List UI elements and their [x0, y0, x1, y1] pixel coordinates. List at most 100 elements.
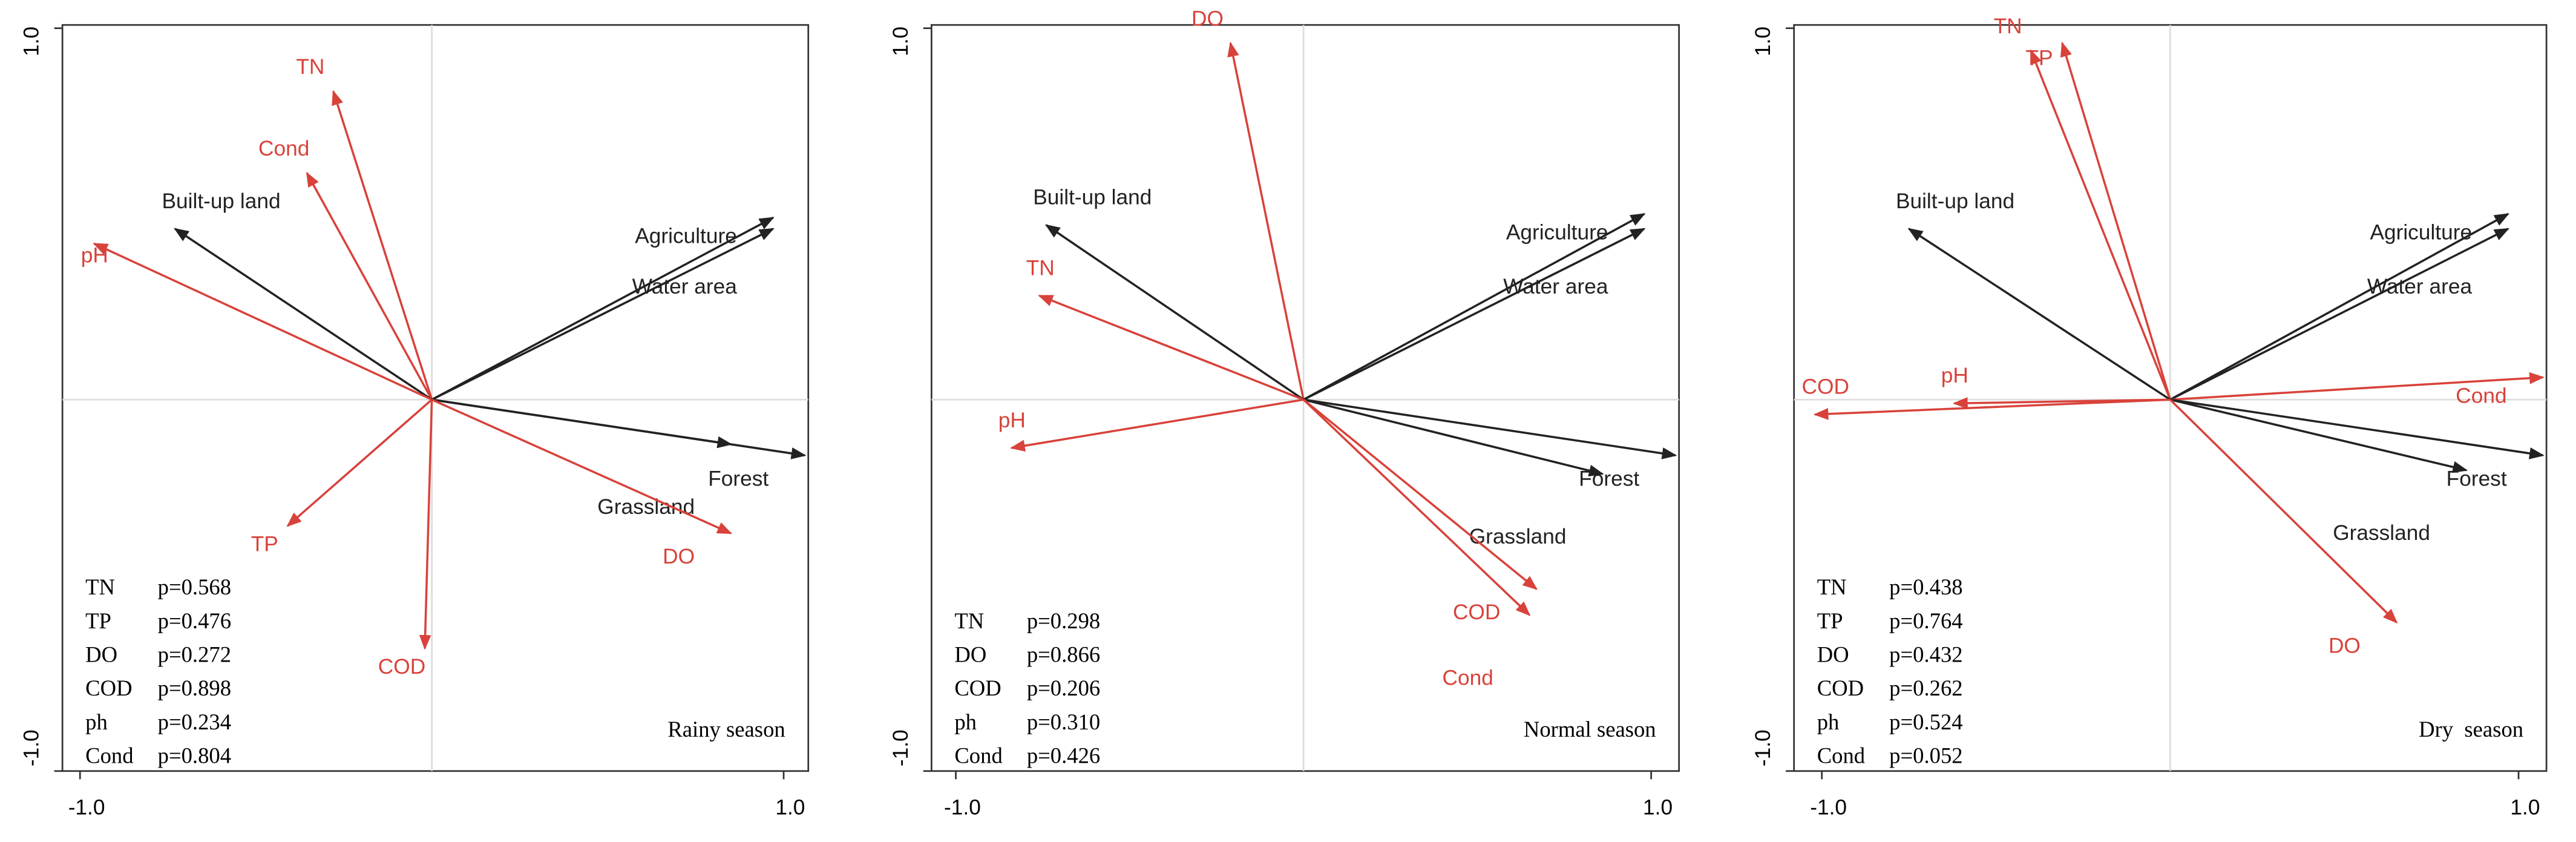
- arrow-label: COD: [1802, 375, 1849, 399]
- x-tick-label: 1.0: [2510, 796, 2540, 820]
- x-tick-label: 1.0: [1643, 796, 1673, 820]
- arrow: [306, 171, 433, 401]
- p-table-value: p=0.426: [1027, 743, 1100, 768]
- arrow-label: Cond: [2456, 384, 2506, 407]
- p-table-variable: ph: [954, 709, 977, 734]
- p-table-variable: COD: [85, 676, 132, 700]
- p-table-variable: DO: [1817, 642, 1849, 666]
- p-table-value: p=0.866: [1027, 642, 1100, 666]
- arrow-label: pH: [998, 409, 1026, 432]
- arrow: [1907, 228, 2171, 401]
- p-table-value: p=0.898: [158, 676, 231, 700]
- y-tick-label: 1.0: [889, 27, 913, 56]
- arrow-label: Built-up land: [1033, 186, 1152, 209]
- arrow-label: COD: [1453, 600, 1500, 624]
- arrow: [1010, 398, 1304, 452]
- arrow: [419, 400, 433, 650]
- p-table-variable: TP: [85, 608, 111, 633]
- p-table-value: p=0.476: [158, 608, 231, 633]
- p-table-variable: COD: [1817, 676, 1864, 700]
- arrow: [1813, 398, 2171, 420]
- arrow-label: pH: [81, 244, 108, 268]
- arrow-label: TP: [2025, 47, 2053, 70]
- arrow-label: TN: [1994, 15, 2022, 38]
- arrow-label: Agriculture: [2370, 220, 2472, 244]
- arrow: [2169, 228, 2510, 401]
- y-tick-label: -1.0: [20, 729, 44, 766]
- season-label: Normal season: [1524, 717, 1656, 742]
- p-table-variable: Cond: [954, 743, 1002, 768]
- plot-frame: [931, 24, 1680, 772]
- arrow-label: Forest: [708, 467, 769, 490]
- arrow-label: Cond: [1443, 666, 1493, 689]
- p-table-value: p=0.438: [1889, 574, 1962, 599]
- p-table-value: p=0.568: [158, 574, 231, 599]
- arrow: [431, 216, 775, 401]
- p-table-value: p=0.432: [1889, 642, 1962, 666]
- p-table-variable: TN: [954, 608, 984, 633]
- arrow-label: Water area: [2367, 275, 2473, 298]
- y-tick-label: -1.0: [1751, 729, 1775, 766]
- arrow: [431, 398, 733, 449]
- arrow: [332, 90, 433, 400]
- p-table-variable: TN: [1817, 574, 1847, 599]
- p-table-variable: Cond: [1817, 743, 1865, 768]
- arrow: [2170, 398, 2468, 473]
- p-table-variable: DO: [954, 642, 986, 666]
- arrow: [1227, 41, 1305, 400]
- arrow-label: TN: [296, 55, 324, 79]
- p-table-variable: ph: [1817, 709, 1840, 734]
- arrow-label: Built-up land: [1896, 189, 2014, 213]
- p-table-value: p=0.524: [1889, 709, 1962, 734]
- arrow: [1303, 398, 1604, 477]
- arrow: [1303, 398, 1677, 459]
- arrow: [2169, 398, 2398, 624]
- x-tick-label: -1.0: [944, 796, 981, 820]
- arrow-label: Grassland: [597, 495, 695, 519]
- arrow: [1303, 212, 1646, 401]
- arrow: [431, 398, 733, 534]
- arrow: [1303, 398, 1538, 590]
- p-table-variable: TN: [85, 574, 115, 599]
- y-tick-label: 1.0: [20, 27, 44, 56]
- arrow: [93, 242, 433, 401]
- arrow: [431, 228, 775, 401]
- arrow: [2030, 49, 2172, 400]
- p-table-value: p=0.272: [158, 642, 231, 666]
- p-table-variable: Cond: [85, 743, 133, 768]
- p-table-value: p=0.298: [1027, 608, 1100, 633]
- arrow-label: pH: [1941, 364, 1968, 387]
- p-table-variable: DO: [85, 642, 117, 666]
- season-label: Dry season: [2419, 717, 2523, 742]
- arrow: [1038, 294, 1304, 401]
- y-tick-label: 1.0: [1751, 27, 1775, 56]
- arrow-label: Built-up land: [162, 189, 280, 213]
- arrow-label: Water area: [632, 275, 738, 298]
- arrow-label: DO: [2329, 634, 2361, 657]
- arrow: [2169, 212, 2509, 401]
- arrow-label: DO: [1191, 7, 1224, 30]
- season-label: Rainy season: [667, 717, 785, 742]
- p-table-value: p=0.764: [1889, 608, 1962, 633]
- arrow-label: TP: [251, 533, 278, 556]
- p-table-value: p=0.804: [158, 743, 231, 768]
- p-table-value: p=0.206: [1027, 676, 1100, 700]
- arrow: [2170, 398, 2545, 459]
- p-table-variable: TP: [1817, 608, 1843, 633]
- y-tick-label: -1.0: [889, 729, 913, 766]
- plot-frame: [61, 24, 810, 772]
- arrow-label: Grassland: [2333, 521, 2430, 545]
- arrow: [286, 398, 433, 527]
- x-tick-label: -1.0: [68, 796, 105, 820]
- p-table-value: p=0.262: [1889, 676, 1962, 700]
- arrow-label: COD: [378, 655, 425, 679]
- arrow: [2060, 41, 2172, 400]
- arrow: [174, 228, 433, 401]
- arrow: [1044, 224, 1305, 401]
- p-table-value: p=0.310: [1027, 709, 1100, 734]
- arrow-label: Agriculture: [635, 224, 737, 248]
- x-tick-label: -1.0: [1810, 796, 1847, 820]
- arrow-label: DO: [663, 545, 695, 568]
- arrow-label: TN: [1026, 256, 1055, 280]
